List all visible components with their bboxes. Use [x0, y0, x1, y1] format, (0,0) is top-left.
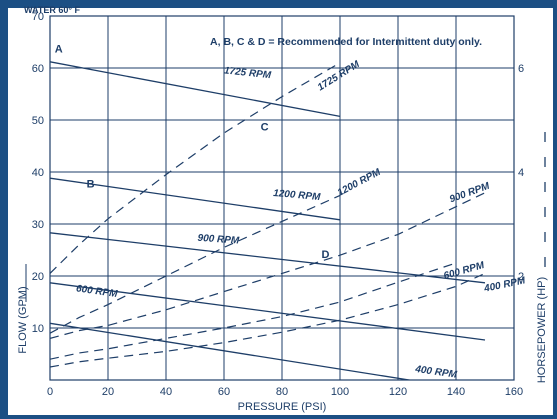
x-tick-label: 160 [505, 386, 523, 398]
y2-tick-label: 4 [518, 167, 524, 179]
flow-series-line [50, 61, 341, 118]
curve-point-label: B [87, 179, 95, 191]
horsepower-series-line [50, 194, 341, 334]
flow-series-line [50, 282, 486, 341]
series-label: 600 RPM [75, 283, 118, 300]
series-label: 400 RPM [414, 364, 458, 381]
flow-series-line [50, 177, 341, 221]
plot-border [49, 15, 515, 381]
y-tick-label: 40 [32, 167, 44, 179]
y-tick-label: 60 [32, 63, 44, 75]
y-tick-label: 70 [32, 11, 44, 23]
series-label: 900 RPM [197, 233, 240, 247]
x-tick-label: 40 [160, 386, 172, 398]
series-label: 600 RPM [442, 260, 486, 282]
series-label: 1200 RPM [336, 167, 383, 199]
y2-tick-label: 6 [518, 63, 524, 75]
curve-point-label: C [261, 121, 269, 133]
y2-axis-title: HORSEPOWER (HP) [536, 277, 548, 383]
x-tick-label: 120 [389, 386, 407, 398]
x-tick-label: 100 [331, 386, 349, 398]
x-tick-label: 0 [47, 386, 53, 398]
series-label: 1725 RPM [223, 65, 272, 81]
x-tick-label: 80 [276, 386, 288, 398]
y-tick-label: 30 [32, 219, 44, 231]
y-tick-label: 20 [32, 271, 44, 283]
flow-series-line [50, 232, 486, 284]
chart-title: WATER 60° F [24, 5, 80, 15]
horsepower-series-line [50, 192, 486, 339]
y-axis-title: FLOW (GPM) [17, 286, 29, 353]
x-tick-label: 140 [447, 386, 465, 398]
curve-point-label: D [322, 249, 330, 261]
chart-note: A, B, C & D = Recommended for Intermitte… [210, 36, 482, 48]
horsepower-series-line [50, 62, 341, 274]
y-tick-label: 10 [32, 323, 44, 335]
x-axis-title: PRESSURE (PSI) [238, 401, 327, 413]
series-label: 400 RPM [482, 275, 527, 295]
flow-series-line [50, 322, 414, 380]
y2-tick-label: 2 [518, 271, 524, 283]
curve-point-label: A [55, 43, 63, 55]
x-tick-label: 20 [102, 386, 114, 398]
series-label: 1200 RPM [273, 188, 322, 203]
y-tick-label: 50 [32, 115, 44, 127]
horsepower-series-line [50, 272, 486, 368]
horsepower-series-line [50, 262, 457, 360]
x-tick-label: 60 [218, 386, 230, 398]
series-label: 1725 RPM [316, 59, 362, 94]
series-label: 900 RPM [448, 181, 492, 206]
